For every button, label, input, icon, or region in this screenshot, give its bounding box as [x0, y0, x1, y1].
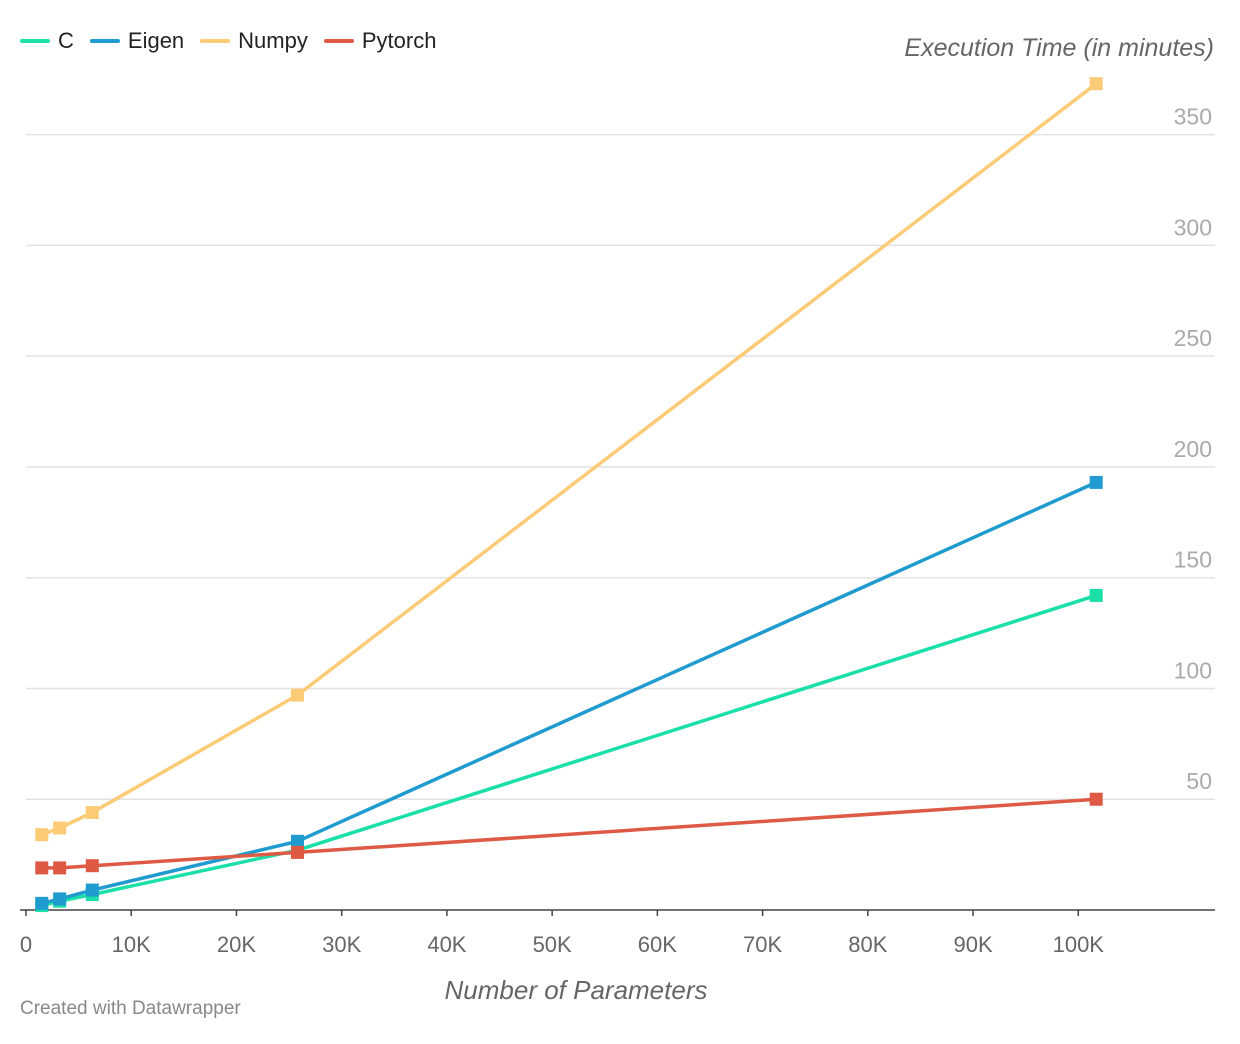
x-axis: 0 10K 20K 30K 40K 50K 60K 70K 80K 90K 100K	[20, 909, 1215, 957]
y-tick-label: 300	[1174, 214, 1212, 240]
series-pytorch	[35, 792, 1103, 875]
data-point-pytorch	[53, 861, 67, 875]
data-point-pytorch	[290, 845, 304, 859]
data-point-numpy	[35, 828, 49, 842]
y-tick-label: 200	[1174, 436, 1212, 462]
data-point-eigen	[85, 883, 99, 897]
legend-label: Numpy	[238, 28, 308, 53]
series-eigen	[35, 475, 1103, 910]
y-axis-title: Execution Time (in minutes)	[904, 34, 1214, 62]
y-tick-label: 350	[1174, 104, 1212, 130]
data-point-eigen	[1089, 475, 1103, 489]
x-tick-label: 30K	[322, 932, 361, 957]
x-tick-label: 60K	[638, 932, 677, 957]
legend-label: C	[58, 28, 74, 53]
y-tick-label: 150	[1174, 547, 1212, 573]
y-tick-label: 100	[1174, 657, 1212, 683]
x-tick-label: 90K	[953, 932, 992, 957]
data-point-pytorch	[85, 859, 99, 873]
series-line-eigen	[40, 480, 1098, 906]
legend-item-numpy: Numpy	[200, 28, 308, 54]
legend-label: Eigen	[127, 28, 185, 53]
x-tick-label: 80K	[848, 932, 887, 957]
data-point-eigen	[290, 834, 304, 848]
series-line-pytorch	[40, 797, 1098, 870]
x-tick-label: 50K	[533, 932, 572, 957]
legend: C Eigen Numpy Pytorch	[20, 28, 452, 54]
series-line-numpy	[40, 81, 1098, 837]
data-point-numpy	[290, 688, 304, 702]
grid-lines	[26, 133, 1215, 800]
y-tick-label: 50	[1186, 768, 1212, 794]
data-point-pytorch	[1089, 792, 1103, 806]
x-tick-label: 20K	[217, 932, 256, 957]
data-point-eigen	[53, 892, 67, 906]
series-numpy	[35, 77, 1103, 842]
legend-swatch	[89, 39, 120, 43]
data-point-numpy	[85, 806, 99, 820]
legend-swatch	[20, 39, 50, 43]
legend-item-eigen: Eigen	[89, 28, 185, 54]
credit-text: Created with Datawrapper	[20, 998, 241, 1019]
x-tick-label: 100K	[1053, 932, 1105, 957]
legend-item-pytorch: Pytorch	[323, 28, 437, 54]
legend-item-c: C	[20, 28, 74, 54]
y-tick-label: 250	[1174, 325, 1212, 351]
data-point-eigen	[35, 896, 49, 910]
data-point-numpy	[53, 821, 67, 835]
x-tick-label: 10K	[112, 932, 151, 957]
x-tick-label: 70K	[743, 932, 782, 957]
series-c	[35, 588, 1103, 913]
x-tick-label: 40K	[427, 932, 466, 957]
legend-swatch	[200, 39, 231, 43]
legend-label: Pytorch	[361, 28, 437, 53]
data-point-c	[1089, 588, 1103, 602]
data-point-numpy	[1089, 77, 1103, 91]
legend-swatch	[323, 39, 354, 43]
data-point-pytorch	[35, 861, 49, 875]
x-axis-title: Number of Parameters	[444, 975, 708, 1005]
x-tick-label: 0	[20, 932, 32, 957]
series-group	[35, 77, 1103, 913]
y-axis-ticks: 50 100 150 200 250 300 350	[1174, 104, 1212, 795]
